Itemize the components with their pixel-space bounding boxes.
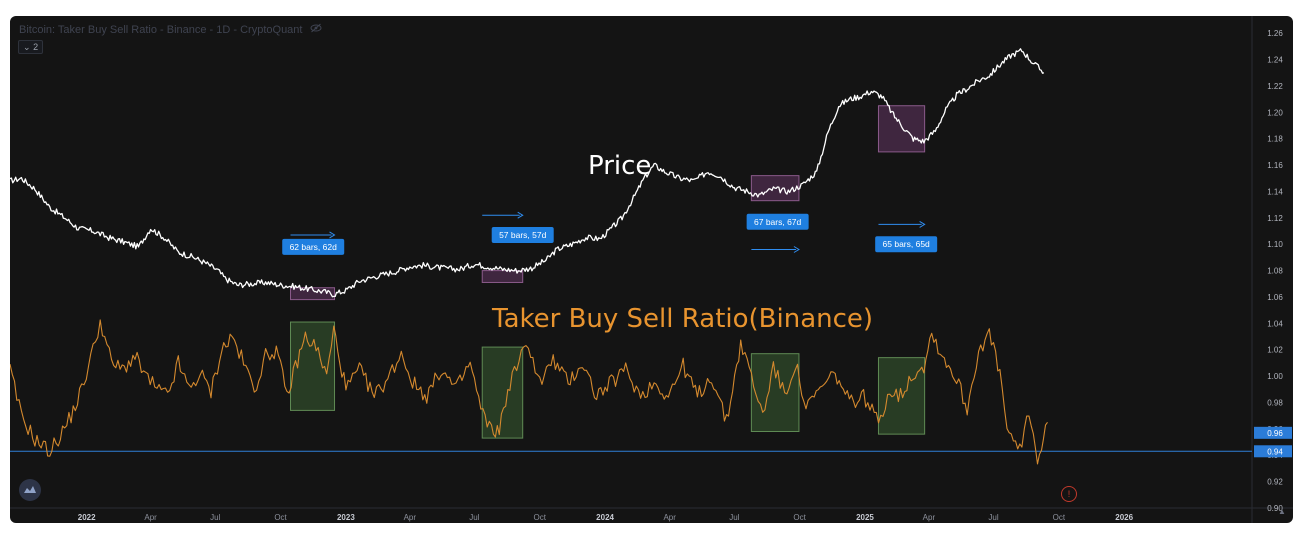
x-tick-label-11: Oct — [793, 513, 806, 522]
annotation-1: Taker Buy Sell Ratio(Binance) — [491, 304, 873, 334]
y-highlight-bg-0 — [1254, 426, 1292, 439]
x-tick-label-4: 2023 — [337, 513, 355, 522]
x-tick-label-12: 2025 — [856, 513, 874, 522]
y-tick-label-3: 1.20 — [1267, 108, 1283, 117]
x-tick-label-0: 2022 — [78, 513, 96, 522]
chart-title-text: Bitcoin: Taker Buy Sell Ratio - Binance … — [19, 24, 303, 36]
alert-icon[interactable]: ! — [1061, 486, 1077, 502]
measure-arrow-head-1 — [517, 211, 524, 219]
y-tick-label-2: 1.22 — [1267, 82, 1283, 91]
x-tick-label-16: 2026 — [1115, 513, 1133, 522]
x-axis: 2022 Apr Jul Oct 2023 Apr Jul Oct 2024 Apr Jul Oct 2… — [78, 513, 1134, 522]
y-axis: 1.26 1.24 1.22 1.20 1.18 1.16 1.14 1.12 1.10 1.08… — [1254, 29, 1292, 513]
highlight-box-price-7 — [877, 105, 926, 153]
measure-arrows — [290, 211, 926, 253]
x-tick-label-9: Apr — [663, 513, 676, 522]
ratio-series — [10, 319, 1048, 465]
x-tick-label-1: Apr — [144, 513, 157, 522]
y-tick-label-17: 0.92 — [1267, 478, 1283, 487]
y-tick-label-9: 1.08 — [1267, 267, 1283, 276]
y-tick-label-6: 1.14 — [1267, 187, 1283, 196]
x-tick-label-14: Jul — [988, 513, 998, 522]
y-tick-label-12: 1.02 — [1267, 346, 1283, 355]
measure-label-2: 67 bars, 67d — [754, 217, 802, 227]
x-tick-label-3: Oct — [274, 513, 287, 522]
y-highlight-bg-1 — [1254, 445, 1292, 458]
x-tick-label-8: 2024 — [596, 513, 614, 522]
collapse-indicators-button[interactable]: ⌄ 2 — [18, 40, 44, 54]
x-tick-label-7: Oct — [534, 513, 547, 522]
measure-labels: 62 bars, 62d 57 bars, 57d 67 bars, 67d 65 b… — [282, 213, 938, 255]
x-tick-label-15: Oct — [1053, 513, 1066, 522]
chart-title: Bitcoin: Taker Buy Sell Ratio - Binance … — [19, 23, 322, 36]
measure-label-bg-2 — [746, 213, 809, 230]
measure-label-1: 57 bars, 57d — [499, 230, 547, 240]
chart-canvas[interactable]: 62 bars, 62d 57 bars, 57d 67 bars, 67d 65 b… — [10, 16, 1293, 523]
measure-arrow-head-2 — [793, 246, 800, 253]
y-highlight-label-0: 0.96 — [1267, 429, 1283, 438]
x-tick-label-2: Jul — [210, 513, 220, 522]
series-line-price — [10, 48, 1045, 298]
y-tick-label-5: 1.16 — [1267, 161, 1283, 170]
y-tick-label-8: 1.10 — [1267, 240, 1283, 249]
annotation-0: Price — [588, 151, 651, 181]
chevron-down-icon: ⌄ — [23, 42, 31, 52]
measure-label-bg-0 — [282, 238, 345, 255]
y-tick-label-11: 1.04 — [1267, 319, 1283, 328]
y-tick-label-4: 1.18 — [1267, 135, 1283, 144]
y-tick-label-14: 0.98 — [1267, 398, 1283, 407]
y-tick-label-18: 0.90 — [1267, 504, 1283, 513]
x-tick-label-6: Jul — [469, 513, 479, 522]
y-tick-label-1: 1.24 — [1267, 56, 1283, 65]
measure-arrow-head-0 — [329, 231, 336, 239]
measure-label-3: 65 bars, 65d — [883, 239, 931, 249]
highlight-boxes — [289, 105, 926, 439]
cryptoquant-logo-icon[interactable] — [19, 479, 41, 501]
scale-toggle-icon[interactable]: ▲ — [1278, 507, 1286, 516]
highlight-box-ratio-3 — [877, 357, 926, 435]
series-line-ratio — [10, 319, 1048, 465]
y-tick-label-13: 1.00 — [1267, 372, 1283, 381]
y-highlight-label-1: 0.94 — [1267, 447, 1283, 456]
collapse-count: 2 — [33, 42, 39, 52]
chart-frame: 62 bars, 62d 57 bars, 57d 67 bars, 67d 65 b… — [10, 16, 1293, 523]
measure-label-0: 62 bars, 62d — [290, 242, 338, 252]
y-tick-label-0: 1.26 — [1267, 29, 1283, 38]
y-tick-label-10: 1.06 — [1267, 293, 1283, 302]
x-tick-label-13: Apr — [923, 513, 936, 522]
x-tick-label-10: Jul — [729, 513, 739, 522]
price-series — [10, 48, 1045, 298]
eye-off-icon[interactable] — [310, 23, 322, 36]
x-tick-label-5: Apr — [404, 513, 417, 522]
measure-label-bg-3 — [875, 236, 938, 253]
highlight-box-ratio-2 — [750, 353, 800, 433]
annotations: Price Taker Buy Sell Ratio(Binance) — [491, 151, 873, 334]
y-tick-label-7: 1.12 — [1267, 214, 1283, 223]
measure-label-bg-1 — [491, 226, 554, 243]
measure-arrow-head-3 — [919, 221, 926, 228]
